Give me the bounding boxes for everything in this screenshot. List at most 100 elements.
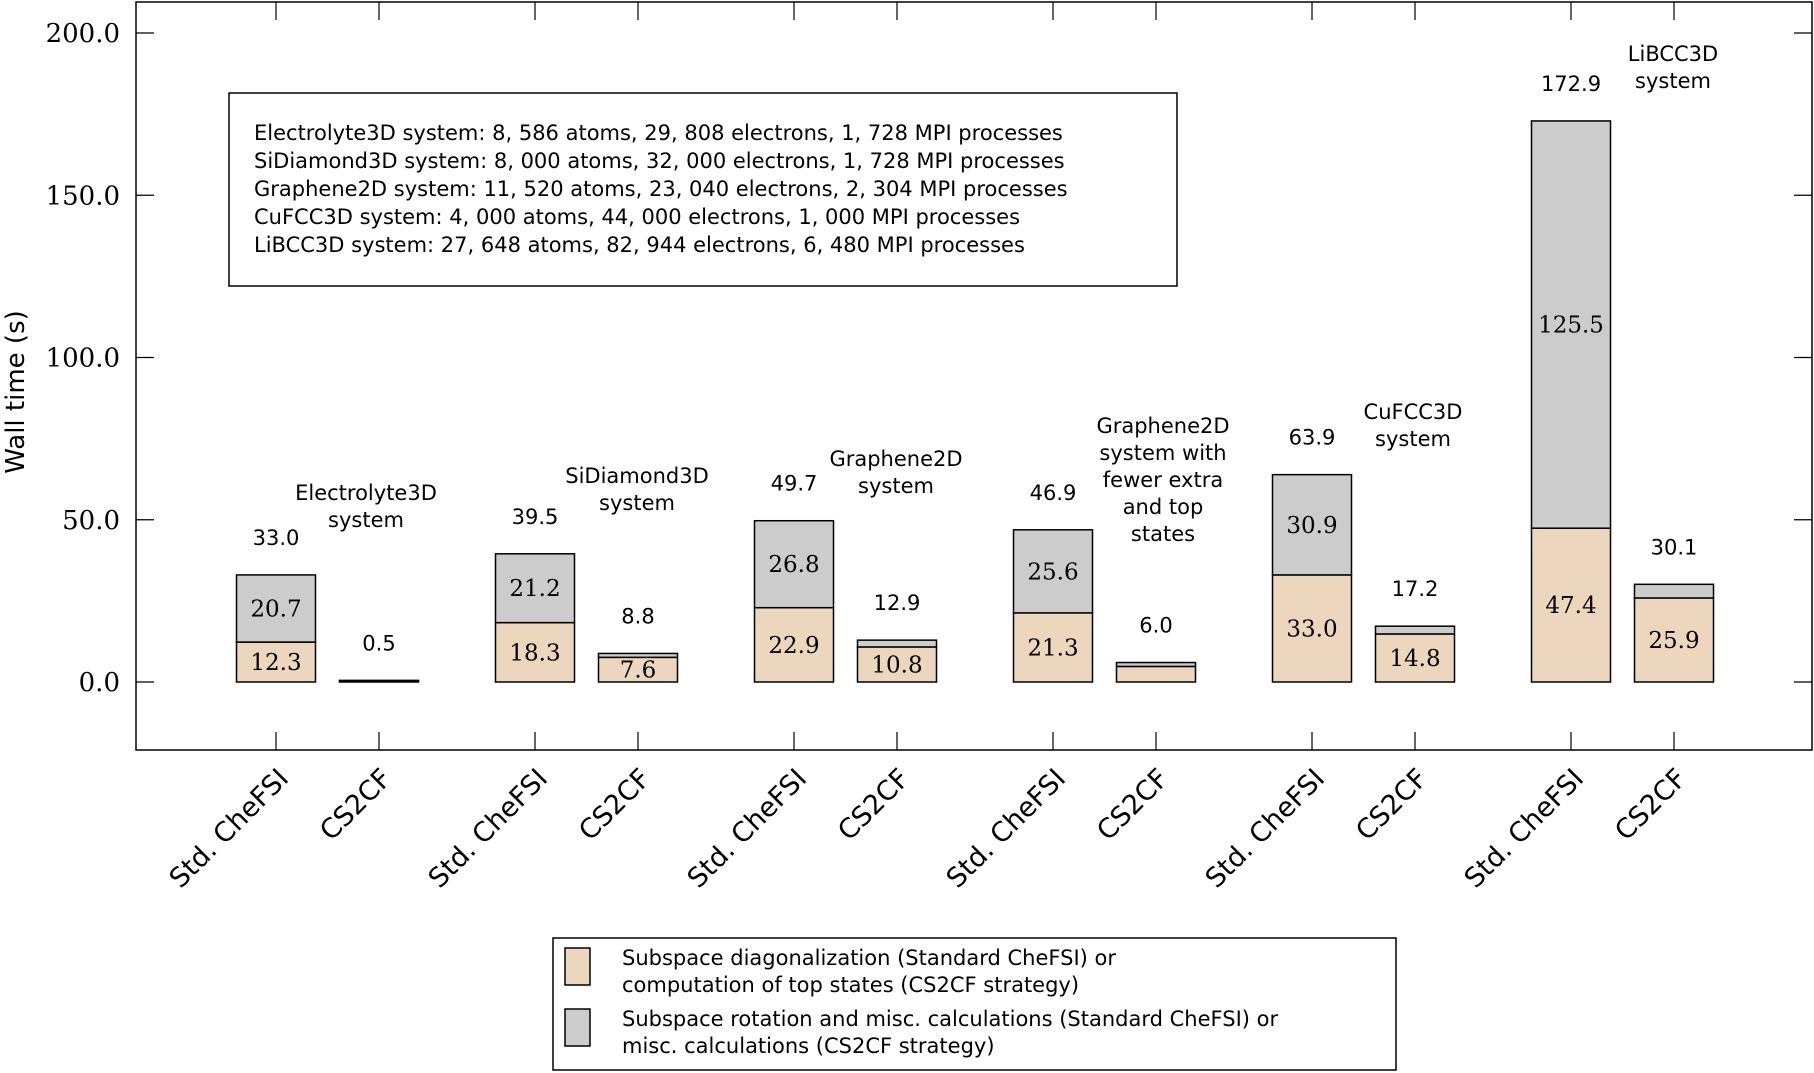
- y-tick-label: 200.0: [46, 19, 120, 49]
- y-axis: 0.0 50.0 100.0 150.0 200.0: [46, 19, 1812, 698]
- y-tick-label: 50.0: [62, 506, 120, 536]
- x-tick-label: Std. CheFSI: [164, 763, 295, 894]
- y-tick-label: 150.0: [46, 181, 120, 211]
- bar-segment-diagonalization: [1012, 612, 1094, 683]
- bar-total-label: 63.9: [1289, 426, 1336, 450]
- group-label: SiDiamond3D: [565, 464, 709, 488]
- bar-segment-rotation: [1271, 473, 1353, 576]
- bar-segment-label: 20.7: [250, 597, 301, 623]
- group-label: system: [328, 508, 404, 532]
- bar-segment-diagonalization: [1271, 574, 1353, 683]
- group-label: LiBCC3D: [1628, 42, 1718, 66]
- bar-group: 22.9 26.8 49.7 10.8 12.9 Graphene2D system: [753, 447, 963, 683]
- info-box-line: LiBCC3D system: 27, 648 atoms, 82, 944 e…: [254, 233, 1025, 257]
- bar-segment-diagonalization: [235, 641, 317, 683]
- bar-segment-label: 26.8: [768, 552, 819, 578]
- info-box-line: SiDiamond3D system: 8, 000 atoms, 32, 00…: [254, 149, 1065, 173]
- plot-frame: [135, 1, 1813, 751]
- bar-segment-rotation: [494, 553, 576, 624]
- bars: 12.3 20.7 33.0 0.5 Electrolyte3D system 18.3 21…: [235, 42, 1718, 684]
- info-box-line: CuFCC3D system: 4, 000 atoms, 44, 000 el…: [254, 205, 1020, 229]
- group-label: system: [1635, 69, 1711, 93]
- bar-segment-rotation: [235, 574, 317, 643]
- legend-swatch: [564, 1008, 591, 1047]
- bar-segment-label: 125.5: [1538, 313, 1604, 339]
- bar-segment-diagonalization: [753, 606, 835, 683]
- bar-segment-rotation: [1012, 529, 1094, 614]
- bar-segment-label: 22.9: [768, 633, 819, 659]
- bar-segment-label: 18.3: [509, 640, 560, 666]
- bar-segment-label: 30.9: [1286, 513, 1337, 539]
- legend-label: computation of top states (CS2CF strateg…: [622, 973, 1079, 997]
- x-tick-label: CS2CF: [1091, 763, 1175, 847]
- x-tick-label: Std. CheFSI: [1459, 763, 1590, 894]
- legend-label: misc. calculations (CS2CF strategy): [622, 1034, 995, 1058]
- group-label: Graphene2D: [829, 447, 962, 471]
- bar-segment-rotation: [1115, 661, 1197, 668]
- info-box-line: Electrolyte3D system: 8, 586 atoms, 29, …: [254, 121, 1063, 145]
- bar-segment-rotation: [597, 652, 679, 659]
- bar-segment-label: 25.9: [1648, 628, 1699, 654]
- group-label: Graphene2D: [1096, 414, 1229, 438]
- bar-segment-rotation: [338, 679, 420, 683]
- bar-group: 47.4 125.5 172.9 25.9 30.1 LiBCC3D system: [1530, 42, 1718, 683]
- x-tick-label: CS2CF: [1350, 763, 1434, 847]
- x-tick-label: Std. CheFSI: [1200, 763, 1331, 894]
- x-tick-label: Std. CheFSI: [682, 763, 813, 894]
- bar-total-label: 46.9: [1030, 481, 1077, 505]
- x-tick-label: CS2CF: [573, 763, 657, 847]
- plot-area-border: [135, 1, 1813, 751]
- bar-segment-label: 21.2: [509, 576, 560, 602]
- x-tick-label: Std. CheFSI: [423, 763, 554, 894]
- x-tick-label: CS2CF: [1609, 763, 1693, 847]
- bar-segment-diagonalization: [856, 646, 938, 683]
- bar-group: 33.0 30.9 63.9 14.8 17.2 CuFCC3D system: [1271, 400, 1463, 683]
- bar-segment-label: 7.6: [620, 658, 657, 684]
- legend-swatch: [564, 947, 591, 986]
- info-box-line: Graphene2D system: 11, 520 atoms, 23, 04…: [254, 177, 1068, 201]
- bar-total-label: 30.1: [1651, 535, 1698, 559]
- group-label: states: [1131, 522, 1195, 546]
- bar-segment-rotation: [1530, 120, 1612, 529]
- bar-segment-diagonalization: [1374, 633, 1456, 683]
- bar-group: 21.3 25.6 46.9 6.0 Graphene2D system with fewe…: [1012, 414, 1230, 683]
- bar-segment-diagonalization: [494, 621, 576, 683]
- bar-segment-label: 21.3: [1027, 635, 1078, 661]
- bar-segment-label: 25.6: [1027, 559, 1078, 585]
- bar-segment-label: 12.3: [250, 650, 301, 676]
- bar-segment-label: 33.0: [1286, 616, 1337, 642]
- bar-total-label: 12.9: [874, 591, 921, 615]
- bar-segment-rotation: [1633, 583, 1715, 599]
- y-tick-label: 0.0: [79, 668, 120, 698]
- bar-segment-rotation: [856, 639, 938, 648]
- y-tick-label: 100.0: [46, 344, 120, 374]
- x-tick-label: Std. CheFSI: [941, 763, 1072, 894]
- bar-segment-diagonalization: [1115, 665, 1197, 683]
- legend-label: Subspace rotation and misc. calculations…: [622, 1007, 1278, 1031]
- bar-segment-label: 14.8: [1389, 646, 1440, 672]
- bar-total-label: 172.9: [1541, 72, 1601, 96]
- info-box: Electrolyte3D system: 8, 586 atoms, 29, …: [228, 92, 1178, 287]
- group-label: CuFCC3D: [1364, 400, 1463, 424]
- legend: Subspace diagonalization (Standard CheFS…: [552, 937, 1397, 1071]
- group-label: and top: [1123, 495, 1204, 519]
- info-box-border: [228, 92, 1178, 287]
- bar-segment-label: 10.8: [871, 652, 922, 678]
- bar-total-label: 39.5: [512, 505, 559, 529]
- bar-total-label: 8.8: [621, 604, 654, 628]
- bar-segment-rotation: [1374, 625, 1456, 635]
- legend-border: [552, 937, 1397, 1071]
- bar-group: 12.3 20.7 33.0 0.5 Electrolyte3D system: [235, 481, 437, 683]
- group-label: fewer extra: [1103, 468, 1223, 492]
- group-label: system with: [1099, 441, 1226, 465]
- bar-segment-diagonalization: [597, 656, 679, 683]
- legend-label: Subspace diagonalization (Standard CheFS…: [622, 946, 1116, 970]
- group-label: system: [858, 474, 934, 498]
- bar-segment-label: 47.4: [1545, 593, 1596, 619]
- bar-total-label: 33.0: [253, 526, 300, 550]
- y-axis-label: Wall time (s): [1, 310, 31, 474]
- bar-segment-diagonalization: [1633, 597, 1715, 683]
- bar-total-label: 6.0: [1139, 614, 1172, 638]
- bar-segment-diagonalization: [1530, 527, 1612, 683]
